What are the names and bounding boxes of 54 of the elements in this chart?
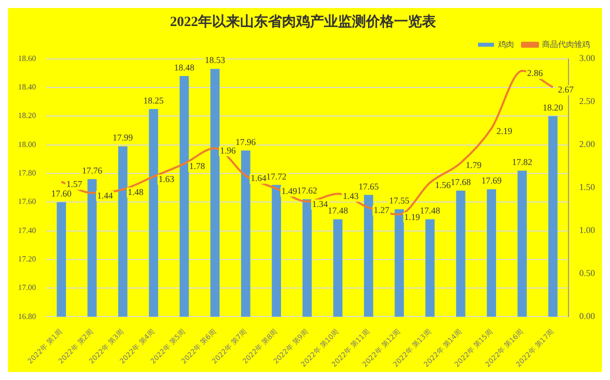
data-label: 1.63	[158, 174, 175, 184]
data-label: 17.72	[266, 171, 287, 182]
data-label: 1.44	[97, 190, 114, 200]
data-label: 17.69	[481, 176, 502, 186]
y-tick-label: 17.00	[18, 283, 36, 292]
y2-tick-label: 0.50	[579, 268, 596, 278]
data-label: 1.64	[250, 173, 267, 184]
data-label: 18.48	[174, 62, 195, 72]
legend-label: 商品代肉雏鸡	[542, 40, 590, 49]
y2-tick-label: 0.00	[579, 311, 596, 322]
data-label: 18.53	[204, 55, 226, 66]
y-tick-label: 16.80	[18, 312, 36, 321]
data-label: 1.78	[189, 161, 206, 172]
chart-title: 2022年以来山东省肉鸡产业监测价格一览表	[170, 13, 437, 30]
legend-label: 鸡肉	[497, 40, 514, 49]
data-label: 1.49	[281, 186, 298, 196]
data-label: 2.86	[527, 68, 544, 78]
data-label: 17.96	[236, 136, 256, 147]
data-label: 1.19	[404, 212, 421, 222]
y-tick-label: 18.20	[18, 111, 36, 120]
y-tick-label: 17.60	[18, 197, 36, 206]
data-label: 17.82	[512, 156, 532, 167]
data-label: 17.62	[297, 186, 318, 196]
y-tick-label: 18.60	[18, 54, 36, 63]
y-tick-label: 18.40	[18, 82, 36, 92]
data-label: 18.25	[143, 95, 164, 106]
data-label: 1.34	[312, 198, 328, 209]
data-label: 17.55	[389, 196, 410, 206]
data-label: 1.79	[466, 160, 482, 170]
y2-tick-label: 1.00	[579, 225, 596, 236]
y2-tick-label: 1.50	[579, 182, 596, 192]
data-label: 17.60	[51, 188, 72, 198]
y-tick-label: 17.40	[18, 226, 36, 235]
data-label: 1.48	[128, 186, 144, 197]
data-label: 1.56	[435, 180, 452, 190]
data-label: 1.27	[374, 204, 390, 215]
data-label: 2.67	[558, 84, 574, 95]
data-label: 1.43	[342, 191, 360, 202]
y2-tick-label: 2.00	[579, 139, 596, 150]
data-label: 17.65	[358, 181, 380, 192]
data-label: 17.68	[450, 176, 472, 187]
data-label: 1.96	[220, 146, 236, 156]
data-label: 18.20	[542, 102, 564, 112]
y-tick-label: 17.80	[18, 168, 36, 178]
data-label: 2.19	[496, 126, 513, 136]
y2-tick-label: 2.50	[579, 96, 596, 106]
data-label: 17.48	[328, 206, 348, 216]
y-tick-label: 17.20	[18, 254, 36, 264]
data-label: 1.57	[66, 179, 83, 190]
y2-tick-label: 3.00	[579, 53, 596, 64]
data-label: 17.99	[112, 132, 134, 143]
data-label: 17.48	[420, 206, 441, 216]
data-label: 17.76	[82, 166, 103, 176]
y-tick-label: 18.00	[18, 140, 36, 149]
